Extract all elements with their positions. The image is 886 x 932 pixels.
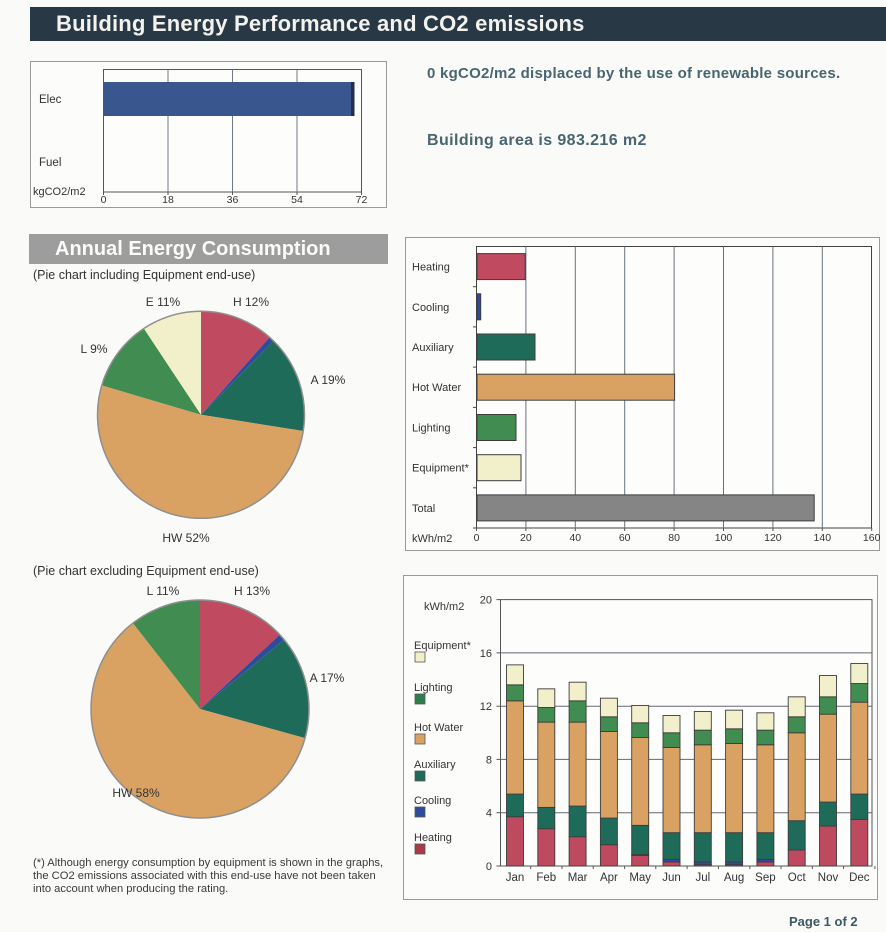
svg-text:Nov: Nov xyxy=(818,872,839,884)
svg-text:Equipment*: Equipment* xyxy=(414,640,472,652)
svg-text:Oct: Oct xyxy=(788,872,807,884)
svg-text:54: 54 xyxy=(291,194,303,206)
svg-text:Total: Total xyxy=(412,503,435,515)
svg-text:A 19%: A 19% xyxy=(311,373,346,387)
svg-text:kWh/m2: kWh/m2 xyxy=(412,533,452,545)
svg-text:72: 72 xyxy=(356,194,368,206)
svg-text:H 12%: H 12% xyxy=(233,295,269,309)
svg-text:0: 0 xyxy=(101,194,107,206)
svg-text:Sep: Sep xyxy=(755,872,775,884)
svg-text:Feb: Feb xyxy=(536,872,556,884)
svg-text:Heating: Heating xyxy=(412,262,450,274)
svg-text:0: 0 xyxy=(486,861,492,873)
svg-text:May: May xyxy=(629,872,651,884)
svg-text:Lighting: Lighting xyxy=(414,682,453,694)
svg-text:Mar: Mar xyxy=(568,872,588,884)
svg-text:40: 40 xyxy=(569,532,581,544)
svg-text:Heating: Heating xyxy=(414,832,452,844)
svg-text:HW 52%: HW 52% xyxy=(162,531,210,545)
svg-text:Fuel: Fuel xyxy=(39,157,61,169)
svg-text:Cooling: Cooling xyxy=(412,302,449,314)
svg-text:Hot Water: Hot Water xyxy=(414,722,463,734)
svg-text:8: 8 xyxy=(486,754,492,766)
svg-text:Lighting: Lighting xyxy=(412,423,451,435)
svg-text:kgCO2/m2: kgCO2/m2 xyxy=(33,186,86,198)
svg-text:4: 4 xyxy=(486,808,492,820)
svg-text:20: 20 xyxy=(520,532,532,544)
svg-text:Aug: Aug xyxy=(724,872,744,884)
svg-text:kWh/m2: kWh/m2 xyxy=(424,601,464,613)
svg-text:Jun: Jun xyxy=(662,872,681,884)
svg-text:160: 160 xyxy=(863,532,880,544)
svg-text:Auxiliary: Auxiliary xyxy=(414,759,456,771)
svg-text:Cooling: Cooling xyxy=(414,795,451,807)
svg-text:E 11%: E 11% xyxy=(146,295,181,309)
svg-text:A 17%: A 17% xyxy=(310,671,345,685)
svg-text:L 9%: L 9% xyxy=(81,342,108,356)
svg-text:12: 12 xyxy=(480,701,492,713)
svg-text:Dec: Dec xyxy=(849,872,870,884)
svg-text:100: 100 xyxy=(715,532,733,544)
svg-text:18: 18 xyxy=(162,194,174,206)
svg-text:HW 58%: HW 58% xyxy=(112,786,160,800)
svg-text:Hot Water: Hot Water xyxy=(412,382,461,394)
svg-text:0: 0 xyxy=(474,532,480,544)
svg-text:L 11%: L 11% xyxy=(147,585,180,598)
svg-text:60: 60 xyxy=(619,532,631,544)
svg-text:H 13%: H 13% xyxy=(234,585,270,598)
svg-text:16: 16 xyxy=(480,648,492,660)
svg-text:Apr: Apr xyxy=(600,872,618,884)
svg-text:Jul: Jul xyxy=(695,872,710,884)
svg-text:36: 36 xyxy=(227,194,239,206)
svg-text:80: 80 xyxy=(668,532,680,544)
svg-text:20: 20 xyxy=(480,595,492,607)
svg-text:Auxiliary: Auxiliary xyxy=(412,342,454,354)
svg-text:140: 140 xyxy=(814,532,832,544)
svg-text:Equipment*: Equipment* xyxy=(412,463,470,475)
svg-text:120: 120 xyxy=(764,532,782,544)
svg-text:Elec: Elec xyxy=(39,94,62,106)
svg-text:Jan: Jan xyxy=(506,872,525,884)
